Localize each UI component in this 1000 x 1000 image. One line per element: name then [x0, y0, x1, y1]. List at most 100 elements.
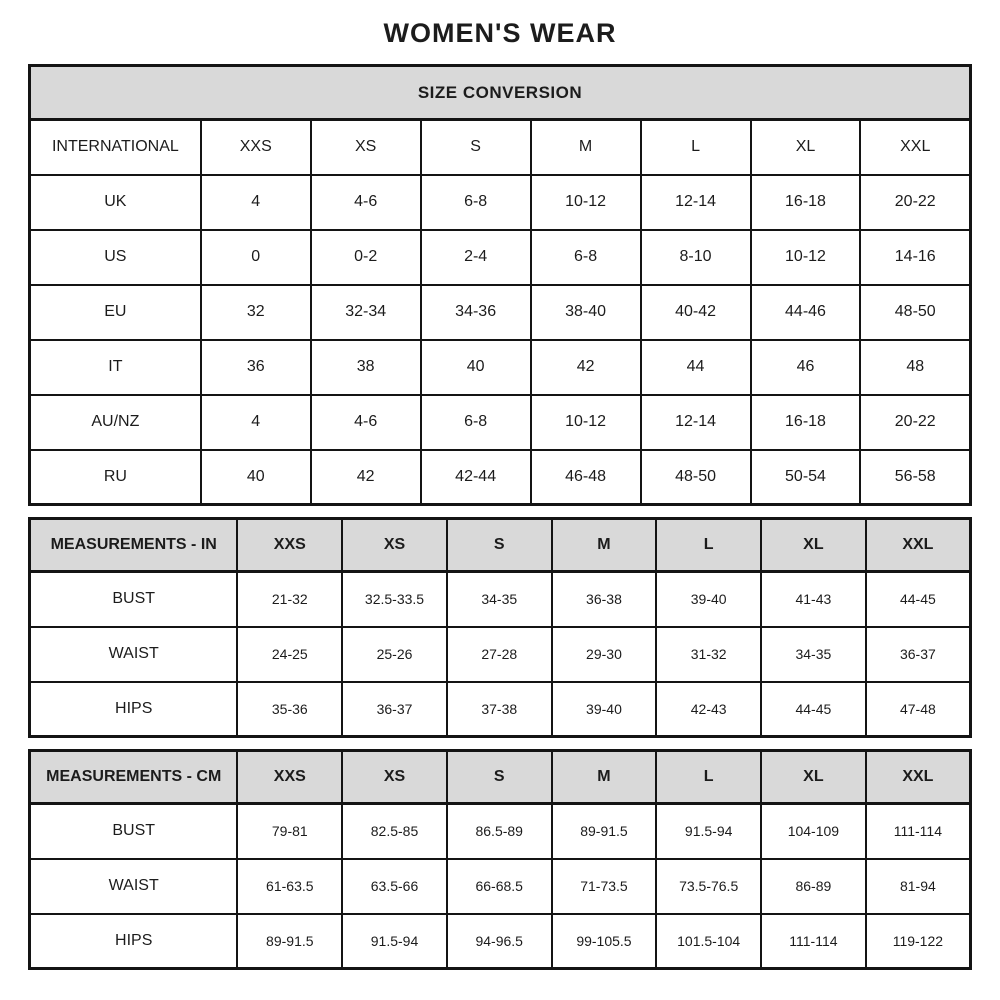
table-row: IT 36 38 40 42 44 46 48	[28, 338, 972, 396]
column-header-cell: S	[419, 118, 532, 176]
column-header-cell: M	[550, 749, 658, 805]
value-cell: 2-4	[419, 228, 532, 286]
table-row: AU/NZ 4 4-6 6-8 10-12 12-14 16-18 20-22	[28, 393, 972, 451]
value-cell: 32-34	[309, 283, 422, 341]
table-row: US 0 0-2 2-4 6-8 8-10 10-12 14-16	[28, 228, 972, 286]
value-cell: 24-25	[236, 625, 344, 683]
value-cell: 111-114	[760, 912, 867, 970]
value-cell: 27-28	[445, 625, 553, 683]
value-cell: 4	[199, 393, 312, 451]
column-header-cell: XL	[760, 749, 867, 805]
row-label-cell: HIPS	[28, 680, 239, 738]
column-header-cell: XXL	[864, 749, 972, 805]
table-header-row: MEASUREMENTS - IN XXS XS S M L XL XXL	[28, 517, 972, 573]
value-cell: 71-73.5	[550, 857, 658, 915]
table-row: EU 32 32-34 34-36 38-40 40-42 44-46 48-5…	[28, 283, 972, 341]
value-cell: 8-10	[639, 228, 752, 286]
value-cell: 91.5-94	[655, 802, 763, 860]
value-cell: 79-81	[236, 802, 344, 860]
value-cell: 50-54	[749, 448, 862, 506]
value-cell: 42-43	[655, 680, 763, 738]
value-cell: 44-45	[760, 680, 867, 738]
measurements-in-title: MEASUREMENTS - IN	[28, 517, 239, 573]
column-header-cell: XL	[749, 118, 862, 176]
value-cell: 44-46	[749, 283, 862, 341]
value-cell: 48-50	[859, 283, 972, 341]
value-cell: 47-48	[864, 680, 972, 738]
column-header-cell: M	[550, 517, 658, 573]
value-cell: 16-18	[749, 173, 862, 231]
row-label-cell: UK	[28, 173, 202, 231]
value-cell: 0-2	[309, 228, 422, 286]
value-cell: 89-91.5	[550, 802, 658, 860]
value-cell: 10-12	[529, 393, 642, 451]
value-cell: 101.5-104	[655, 912, 763, 970]
value-cell: 10-12	[749, 228, 862, 286]
value-cell: 39-40	[550, 680, 658, 738]
value-cell: 14-16	[859, 228, 972, 286]
column-header-cell: L	[655, 749, 763, 805]
value-cell: 6-8	[419, 393, 532, 451]
column-header-cell: XXS	[236, 517, 344, 573]
value-cell: 119-122	[864, 912, 972, 970]
row-label-cell: RU	[28, 448, 202, 506]
row-label-cell: AU/NZ	[28, 393, 202, 451]
measurements-cm-table: MEASUREMENTS - CM XXS XS S M L XL XXL BU…	[28, 749, 972, 970]
value-cell: 32.5-33.5	[341, 570, 448, 628]
value-cell: 12-14	[639, 393, 752, 451]
value-cell: 41-43	[760, 570, 867, 628]
value-cell: 40	[199, 448, 312, 506]
column-header-cell: XXL	[859, 118, 972, 176]
value-cell: 6-8	[419, 173, 532, 231]
value-cell: 44	[639, 338, 752, 396]
measurements-cm-title: MEASUREMENTS - CM	[28, 749, 239, 805]
value-cell: 36-38	[550, 570, 658, 628]
value-cell: 104-109	[760, 802, 867, 860]
value-cell: 99-105.5	[550, 912, 658, 970]
row-label-cell: BUST	[28, 802, 239, 860]
value-cell: 48-50	[639, 448, 752, 506]
value-cell: 36-37	[864, 625, 972, 683]
size-conversion-banner: SIZE CONVERSION	[28, 64, 972, 121]
column-header-cell: INTERNATIONAL	[28, 118, 202, 176]
value-cell: 48	[859, 338, 972, 396]
column-header-cell: XXL	[864, 517, 972, 573]
measurements-in-table: MEASUREMENTS - IN XXS XS S M L XL XXL BU…	[28, 517, 972, 738]
value-cell: 12-14	[639, 173, 752, 231]
value-cell: 61-63.5	[236, 857, 344, 915]
value-cell: 56-58	[859, 448, 972, 506]
table-row: BUST 79-81 82.5-85 86.5-89 89-91.5 91.5-…	[28, 802, 972, 860]
column-header-cell: XL	[760, 517, 867, 573]
value-cell: 31-32	[655, 625, 763, 683]
column-header-cell: L	[639, 118, 752, 176]
value-cell: 34-36	[419, 283, 532, 341]
value-cell: 42-44	[419, 448, 532, 506]
column-header-cell: XXS	[236, 749, 344, 805]
column-header-cell: S	[445, 517, 553, 573]
column-header-cell: XS	[341, 517, 448, 573]
value-cell: 86.5-89	[445, 802, 553, 860]
value-cell: 46-48	[529, 448, 642, 506]
row-label-cell: US	[28, 228, 202, 286]
value-cell: 63.5-66	[341, 857, 448, 915]
page-title: WOMEN'S WEAR	[383, 18, 617, 48]
value-cell: 25-26	[341, 625, 448, 683]
column-header-cell: M	[529, 118, 642, 176]
value-cell: 89-91.5	[236, 912, 344, 970]
value-cell: 34-35	[760, 625, 867, 683]
table-banner-row: SIZE CONVERSION	[28, 64, 972, 121]
value-cell: 36	[199, 338, 312, 396]
value-cell: 32	[199, 283, 312, 341]
value-cell: 38	[309, 338, 422, 396]
value-cell: 4-6	[309, 393, 422, 451]
value-cell: 111-114	[864, 802, 972, 860]
table-header-row: MEASUREMENTS - CM XXS XS S M L XL XXL	[28, 749, 972, 805]
value-cell: 66-68.5	[445, 857, 553, 915]
row-label-cell: HIPS	[28, 912, 239, 970]
value-cell: 82.5-85	[341, 802, 448, 860]
table-row: RU 40 42 42-44 46-48 48-50 50-54 56-58	[28, 448, 972, 506]
value-cell: 42	[529, 338, 642, 396]
column-header-cell: L	[655, 517, 763, 573]
column-header-cell: XS	[309, 118, 422, 176]
